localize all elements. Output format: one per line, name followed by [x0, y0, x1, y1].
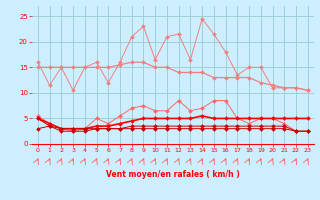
X-axis label: Vent moyen/en rafales ( km/h ): Vent moyen/en rafales ( km/h )	[106, 170, 240, 179]
